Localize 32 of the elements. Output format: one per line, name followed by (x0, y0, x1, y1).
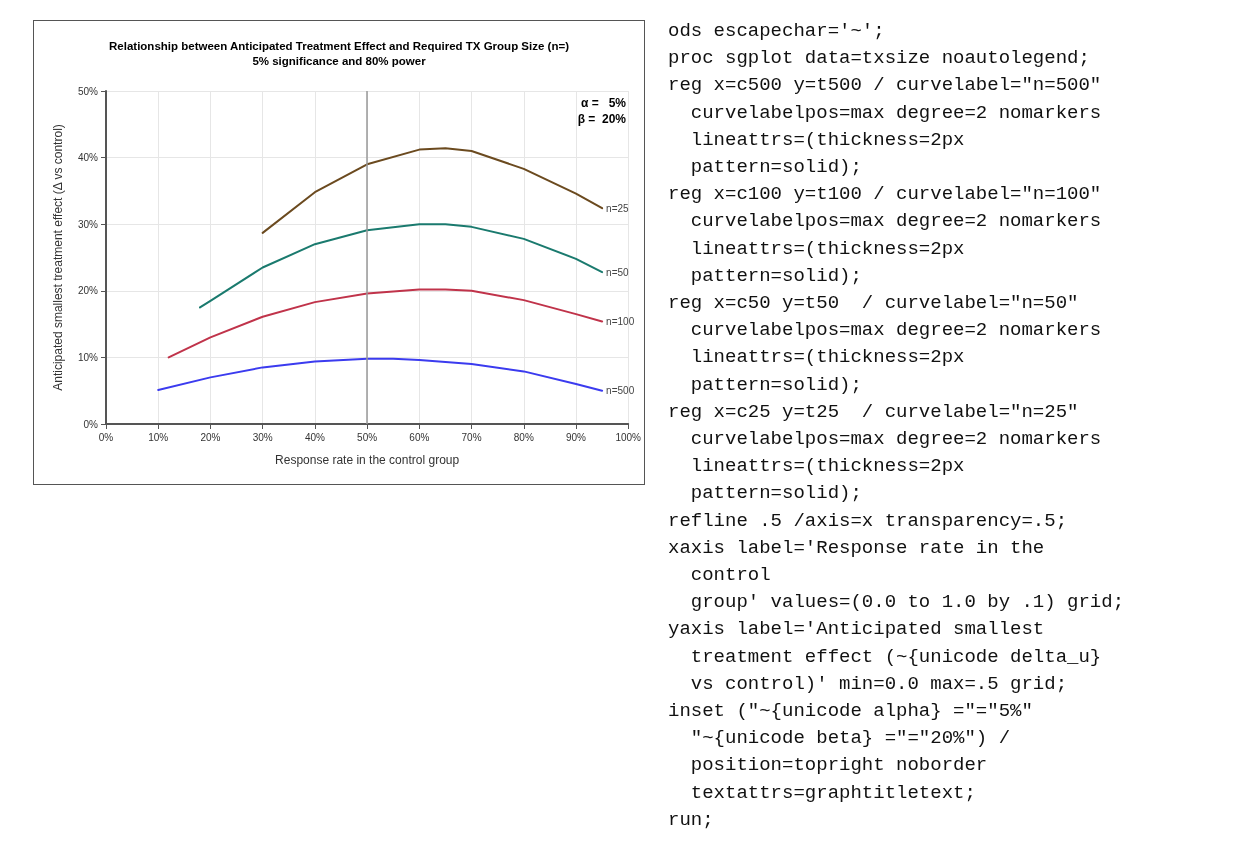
annotation: β = 20% (577, 112, 627, 126)
x-axis-title: Response rate in the control group (275, 453, 460, 467)
x-tick-label: 50% (357, 431, 378, 443)
y-tick-label: 40% (77, 152, 99, 164)
line-series (199, 223, 604, 309)
x-tick-label: 30% (252, 431, 273, 443)
text: ods escapechar='~'; proc sgplot data=txsize noautolegend; reg x=c500 y=t500 / curvelabel="n=500" curvelabelpos=max degree=2 nomarkers lineattrs=(thickness=2px pattern=solid); reg x=c100 y=t100 / curvelabel="n=100" curvelabelpos=max degree=2 nomarkers lineattrs=(thickness=2px pattern=solid); reg x=c50 y=t50 / curvelabel="n=50" curvelabelpos=max degree=2 nomarkers lineattrs=(thickness=2px pattern=solid); reg x=c25 y=t25 / curvelabel="n=25" curvelabelpos=max degree=2 nomarkers lineattrs=(thickness=2px pattern=solid); refline .5 /axis=x transparency=.5; xaxis label='Response rate in the control group' values=(0.0 to 1.0 by .1) grid; yaxis label='Anticipated smallest treatment effect (~{unicode delta_u} vs control)' min=0.0 max=.5 grid; inset ("~{unicode alpha} ="="5%" "~{unicode beta} ="="20%") / position=topright noborder textattrs=graphtitletext; run; (668, 20, 1125, 831)
x-tick-label: 80% (513, 431, 534, 443)
y-tick-label: 50% (77, 85, 99, 97)
y-axis-title: Anticipated smallest treatment effect (Δ vs control) (51, 124, 65, 391)
x-tick-label: 10% (148, 431, 169, 443)
series-label: n=100 (606, 315, 635, 327)
annotation: α = 5% (580, 96, 627, 110)
chart-title: Relationship between Anticipated Treatment Effect and Required TX Group Size (n=) (109, 40, 570, 52)
line-series (157, 357, 604, 392)
chart-subtitle: 5% significance and 80% power (252, 55, 427, 67)
x-tick-label: 90% (565, 431, 587, 443)
x-tick-label: 100% (615, 431, 642, 443)
x-tick-label: 60% (409, 431, 430, 443)
y-tick-label: 30% (77, 218, 99, 230)
x-tick-label: 20% (200, 431, 221, 443)
x-tick-label: 40% (304, 431, 325, 443)
y-tick-label: 20% (77, 285, 99, 297)
y-tick-label: 10% (77, 351, 99, 363)
line-series (261, 147, 604, 234)
y-tick-label: 0% (83, 418, 99, 430)
x-tick-label: 70% (461, 431, 482, 443)
x-tick-label: 0% (98, 431, 114, 443)
series-label: n=500 (606, 385, 635, 397)
series-label: n=50 (606, 266, 630, 278)
line-series (167, 288, 604, 359)
series-label: n=25 (606, 202, 630, 214)
